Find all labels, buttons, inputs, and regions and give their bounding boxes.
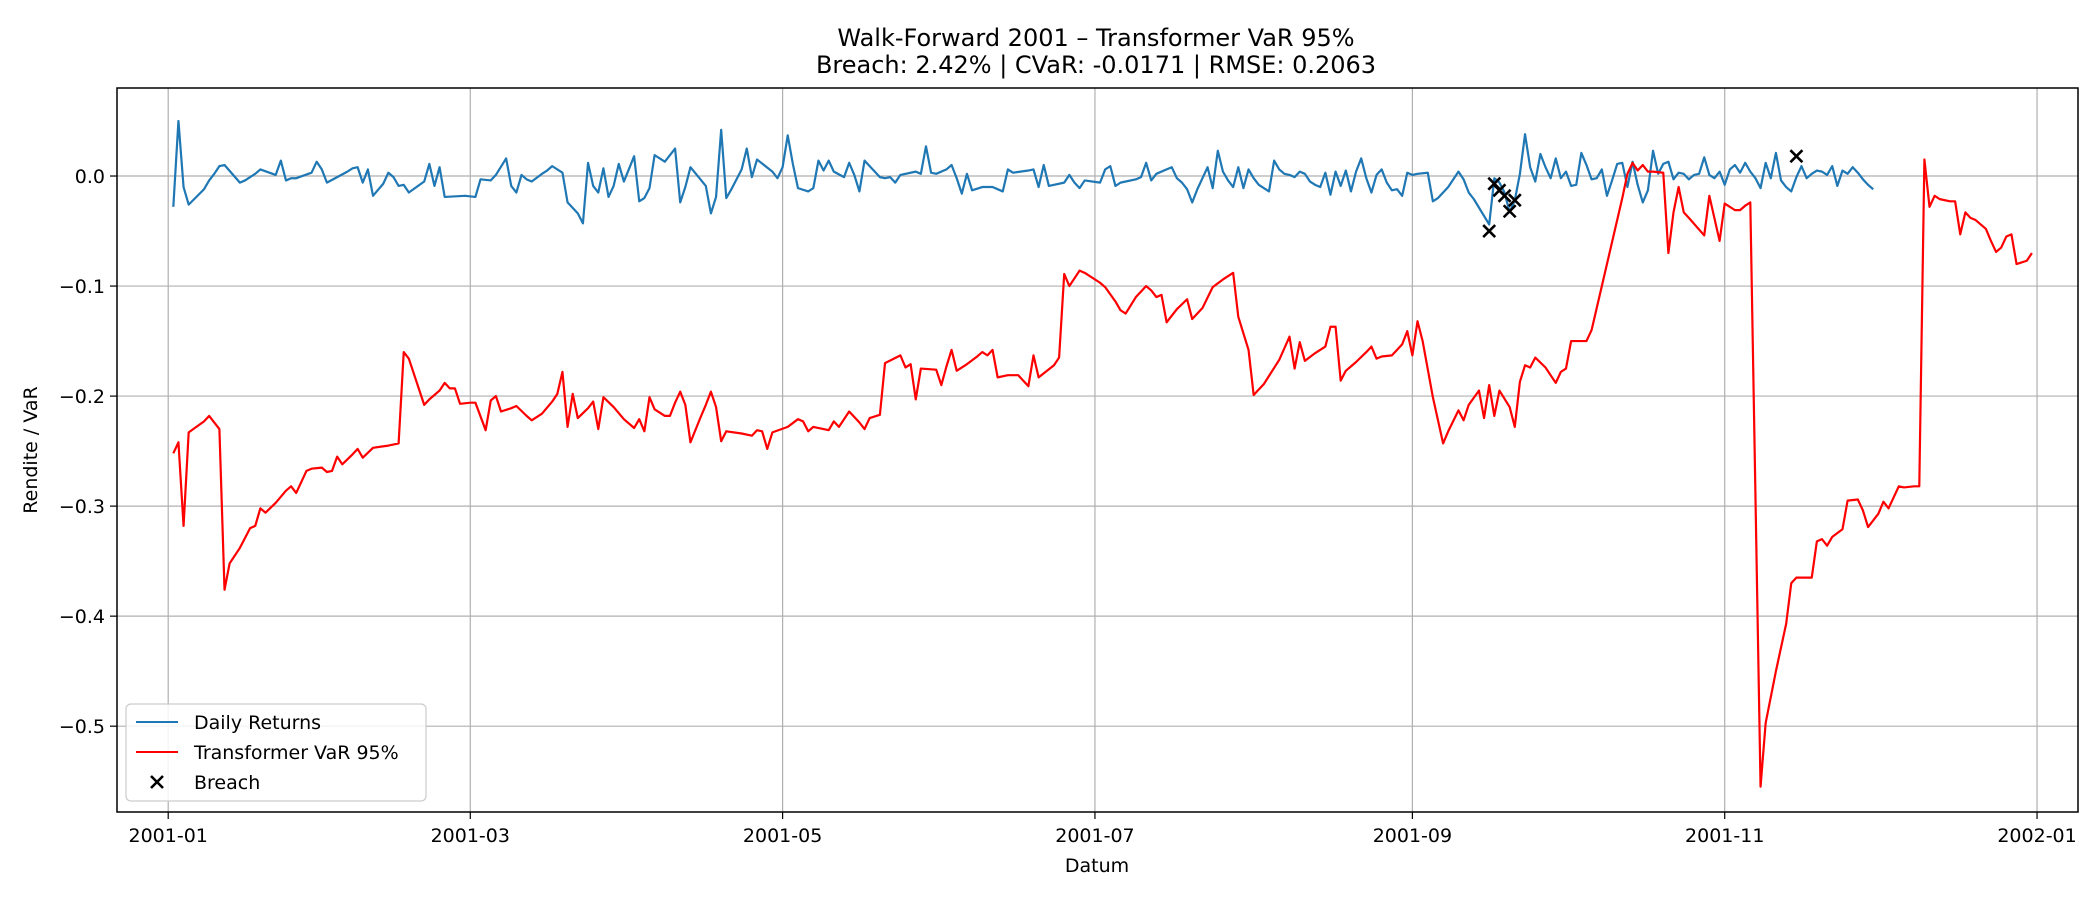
breach-marker [1789,149,1804,164]
x-axis-label: Datum [1065,855,1129,877]
chart-subtitle: Breach: 2.42% | CVaR: -0.0171 | RMSE: 0.… [816,51,1376,79]
series-lines [172,119,2033,788]
y-tick-label: −0.1 [59,276,105,298]
breach-marker [1507,193,1522,208]
breach-marker [1502,204,1517,219]
legend-label-daily-returns: Daily Returns [194,712,321,734]
y-axis-ticks: 0.0 −0.1 −0.2 −0.3 −0.4 −0.5 [59,166,117,738]
x-tick-label: 2001-11 [1685,825,1764,847]
x-tick-label: 2001-09 [1373,825,1452,847]
y-tick-label: −0.4 [59,606,105,628]
y-tick-label: −0.2 [59,386,105,408]
legend-box [125,703,427,802]
y-tick-label: −0.5 [59,716,105,738]
plot-frame [116,87,2079,813]
x-tick-label: 2001-07 [1055,825,1134,847]
legend-label-breach: Breach [194,772,260,794]
series-line-daily-returns [172,119,1874,226]
x-tick-label: 2002-01 [1997,825,2076,847]
x-tick-label: 2001-05 [743,825,822,847]
breach-marker [1497,188,1512,203]
y-tick-label: 0.0 [75,166,105,188]
breach-marker [1482,224,1497,238]
breach-markers [1482,149,1804,238]
legend-swatch-breach [150,775,164,789]
x-tick-label: 2001-01 [129,825,208,847]
legend: Daily Returns Transformer VaR 95% Breach [125,703,427,802]
x-axis-ticks: 2001-01 2001-03 2001-05 2001-07 2001-09 2001-… [129,812,2077,847]
series-line-transformer-var [172,158,2033,788]
y-axis-label: Rendite / VaR [20,386,42,513]
x-tick-label: 2001-03 [431,825,510,847]
legend-label-transformer-var: Transformer VaR 95% [193,742,399,764]
chart-title: Walk-Forward 2001 – Transformer VaR 95% [837,24,1354,52]
y-tick-label: −0.3 [59,496,105,518]
legend-breach-cross [150,775,164,789]
